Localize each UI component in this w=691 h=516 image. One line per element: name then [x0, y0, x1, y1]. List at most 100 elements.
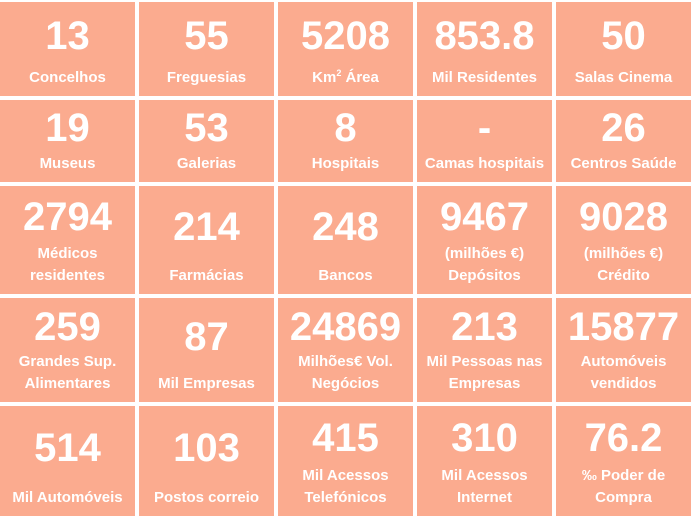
stat-value: 76.2 — [584, 415, 663, 460]
stat-label-line: Médicos — [37, 245, 98, 263]
stat-label: Km2 Área — [280, 67, 411, 88]
stat-tile-grandes-sup-alimentares: 259 Grandes Sup. Alimentares — [0, 298, 135, 402]
stat-tile-medicos-residentes: 2794 Médicos residentes — [0, 186, 135, 294]
stat-value: 9467 — [440, 194, 529, 239]
stat-label-line: Freguesias — [166, 68, 247, 86]
stat-label: Camas hospitais — [419, 153, 550, 174]
stat-label: Mil Residentes — [419, 67, 550, 88]
stat-value: 26 — [601, 106, 646, 151]
stat-tile-camas-hospitais: - Camas hospitais — [417, 100, 552, 182]
stat-value: 214 — [173, 205, 240, 250]
stat-label: (milhões €) Crédito — [558, 243, 689, 286]
stat-value: 310 — [451, 415, 518, 460]
stat-tile-pessoas-nas-empresas: 213 Mil Pessoas nas Empresas — [417, 298, 552, 402]
stat-tile-vol-negocios: 24869 Milhões€ Vol. Negócios — [278, 298, 413, 402]
stat-tile-museus: 19 Museus — [0, 100, 135, 182]
stat-tile-postos-correio: 103 Postos correio — [139, 406, 274, 516]
stat-tile-mil-residentes: 853.8 Mil Residentes — [417, 2, 552, 96]
stat-label-line: Galerias — [176, 154, 237, 172]
stat-label-line: Telefónicos — [304, 488, 387, 506]
stat-value: 53 — [184, 106, 229, 151]
stat-tile-mil-acessos-telefonicos: 415 Mil Acessos Telefónicos — [278, 406, 413, 516]
stat-label-line: Concelhos — [29, 68, 106, 86]
stat-tile-hospitais: 8 Hospitais — [278, 100, 413, 182]
stat-tile-farmacias: 214 Farmácias — [139, 186, 274, 294]
stat-label: (milhões €) Depósitos — [419, 243, 550, 286]
stat-tile-freguesias: 55 Freguesias — [139, 2, 274, 96]
stat-value: 55 — [184, 14, 229, 59]
stat-label-line: Depósitos — [448, 266, 521, 284]
stat-label: Galerias — [141, 153, 272, 174]
stat-value: 15877 — [567, 304, 680, 349]
stat-label: Automóveis vendidos — [558, 351, 689, 394]
stat-label: Postos correio — [141, 487, 272, 508]
stat-label-line: Km2 Área — [312, 67, 379, 86]
stat-label-line: Mil Acessos — [302, 467, 389, 485]
stat-value: 5208 — [301, 14, 390, 59]
stat-label: Mil Empresas — [141, 373, 272, 394]
stat-value: - — [477, 106, 492, 151]
stat-label-line: Alimentares — [24, 374, 111, 392]
stat-label: Salas Cinema — [558, 67, 689, 88]
stat-value: 8 — [334, 106, 357, 151]
stat-value: 213 — [451, 304, 518, 349]
stat-tile-automoveis-vendidos: 15877 Automóveis vendidos — [556, 298, 691, 402]
stat-tile-galerias: 53 Galerias — [139, 100, 274, 182]
stat-label-line: Compra — [595, 488, 652, 506]
stat-label-line: Mil Acessos — [441, 467, 528, 485]
stat-tile-mil-empresas: 87 Mil Empresas — [139, 298, 274, 402]
stat-label-line: vendidos — [590, 374, 657, 392]
stat-tile-salas-cinema: 50 Salas Cinema — [556, 2, 691, 96]
stat-tile-km2-area: 5208 Km2 Área — [278, 2, 413, 96]
stat-value: 50 — [601, 14, 646, 59]
stat-label-line: Crédito — [597, 266, 650, 284]
stat-label: Milhões€ Vol. Negócios — [280, 351, 411, 394]
stat-label-line: Internet — [456, 488, 512, 506]
stat-label-line: (milhões €) — [444, 245, 525, 263]
stat-label-line: Postos correio — [153, 488, 260, 506]
stat-label-line: Milhões€ Vol. — [298, 353, 393, 371]
stat-label-line: Hospitais — [311, 154, 380, 172]
stat-label-line: Mil Residentes — [431, 68, 538, 86]
stat-label: Freguesias — [141, 67, 272, 88]
stat-value: 9028 — [579, 194, 668, 239]
stat-label-line: Museus — [39, 154, 96, 172]
stat-label-line: Centros Saúde — [570, 154, 677, 172]
stat-value: 248 — [312, 205, 379, 250]
stat-label-line: residentes — [29, 266, 106, 284]
stat-label: Mil Acessos Telefónicos — [280, 465, 411, 508]
stat-label: Médicos residentes — [2, 243, 133, 286]
stat-label-line: (milhões €) — [583, 245, 664, 263]
stat-label: Grandes Sup. Alimentares — [2, 351, 133, 394]
stat-label-line: Empresas — [448, 374, 521, 392]
stat-tile-credito: 9028 (milhões €) Crédito — [556, 186, 691, 294]
stat-label: Centros Saúde — [558, 153, 689, 174]
stat-label: ‰ Poder de Compra — [558, 465, 689, 508]
stat-label: Bancos — [280, 265, 411, 286]
stat-tile-poder-de-compra: 76.2 ‰ Poder de Compra — [556, 406, 691, 516]
stat-label-line: Mil Automóveis — [12, 488, 123, 506]
stat-label-line: Salas Cinema — [574, 68, 673, 86]
stat-value: 514 — [34, 426, 101, 471]
stat-tile-depositos: 9467 (milhões €) Depósitos — [417, 186, 552, 294]
stat-label-line: Mil Empresas — [158, 374, 255, 392]
stat-label-line: Farmácias — [169, 266, 244, 284]
stat-value: 19 — [45, 106, 90, 151]
stat-label: Museus — [2, 153, 133, 174]
stat-label: Mil Automóveis — [2, 487, 133, 508]
stat-value: 24869 — [289, 304, 402, 349]
stat-tile-bancos: 248 Bancos — [278, 186, 413, 294]
stat-value: 2794 — [23, 194, 112, 239]
stat-label-line: Automóveis — [580, 353, 667, 371]
stat-value: 259 — [34, 304, 101, 349]
stat-tile-centros-saude: 26 Centros Saúde — [556, 100, 691, 182]
stat-label-line: Mil Pessoas nas — [426, 353, 543, 371]
stat-label-line: ‰ Poder de — [581, 467, 666, 485]
stat-label-line: Bancos — [318, 266, 373, 284]
stat-label: Hospitais — [280, 153, 411, 174]
stat-label-line: Negócios — [311, 374, 380, 392]
stat-value: 13 — [45, 14, 90, 59]
stat-tile-mil-automoveis: 514 Mil Automóveis — [0, 406, 135, 516]
